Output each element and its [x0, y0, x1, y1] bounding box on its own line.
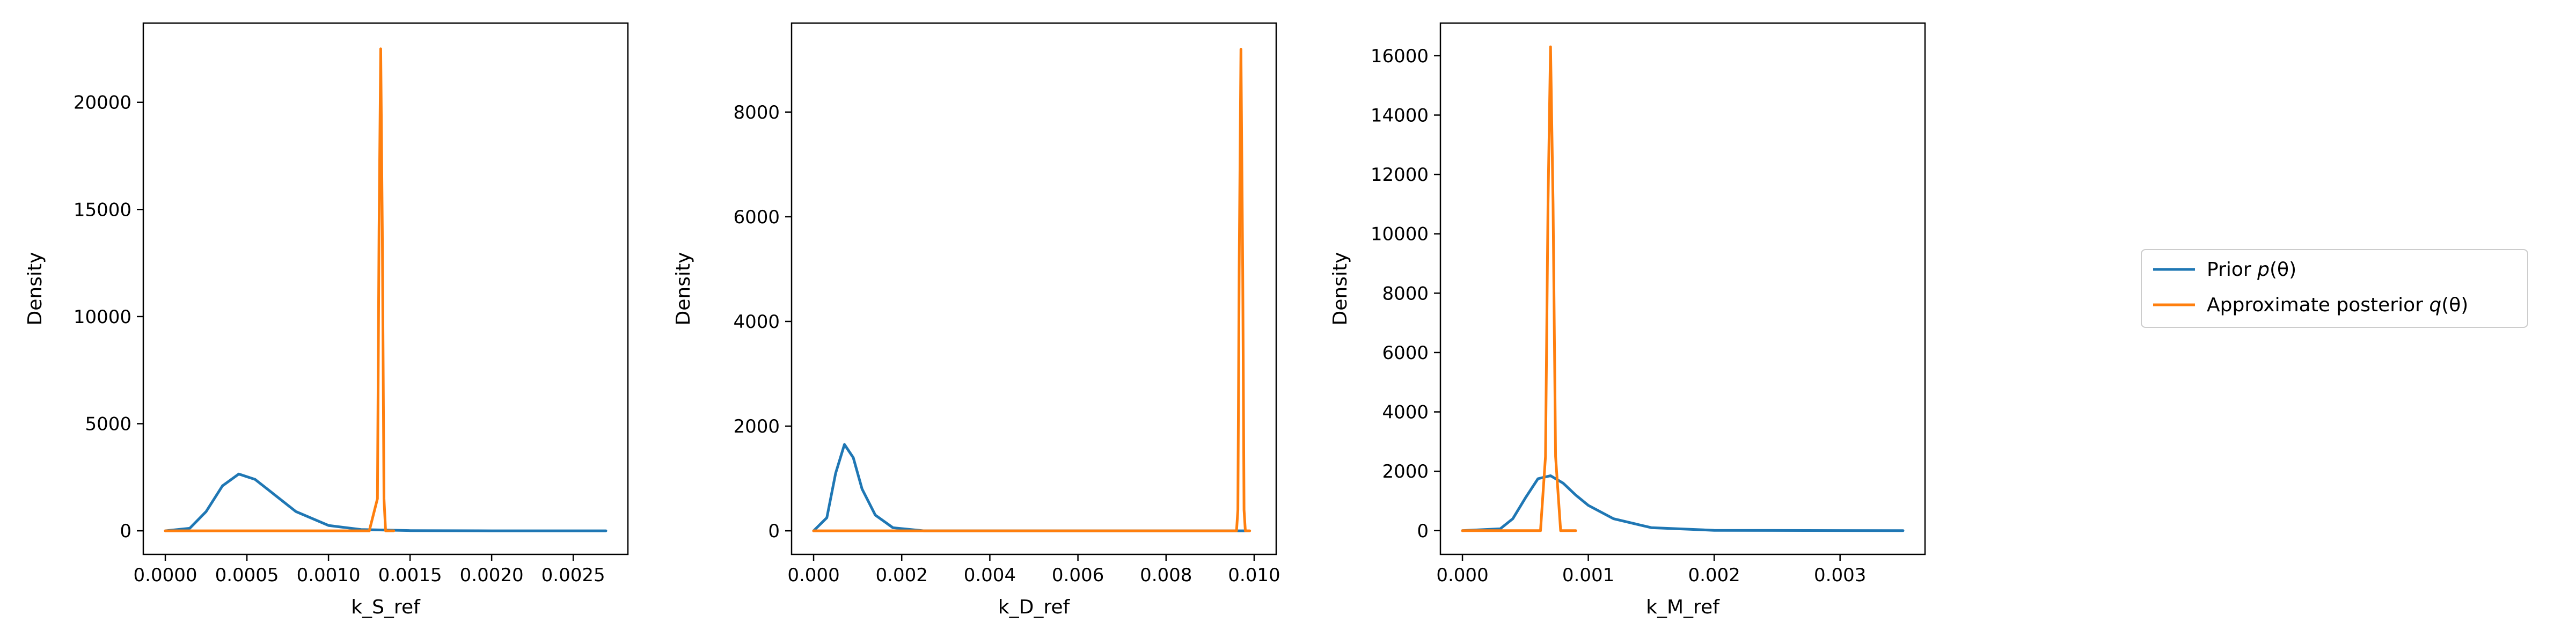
y-tick-label: 5000 [85, 413, 131, 435]
y-tick-label: 0 [1417, 521, 1429, 542]
x-axis-label: k_D_ref [998, 596, 1071, 618]
x-tick-label: 0.000 [1436, 565, 1488, 586]
x-tick-label: 0.0010 [297, 565, 361, 586]
series-line-prior [1461, 474, 1905, 532]
x-axis-label: k_S_ref [351, 596, 421, 618]
x-tick-label: 0.0000 [134, 565, 197, 586]
axes-frame [142, 22, 629, 555]
axes-frame [1439, 22, 1926, 555]
series-line-posterior [812, 48, 1252, 532]
y-axis-label: Density [672, 252, 694, 326]
subplot-k-s-ref: 0.0000 0.0005 0.0010 0.0015 0.0020 0.0025 0 500… [24, 22, 629, 618]
y-tick-label: 0 [120, 521, 131, 542]
y-tick-label: 20000 [74, 92, 131, 114]
y-tick-label: 0 [768, 521, 780, 542]
x-tick-label: 0.0005 [215, 565, 279, 586]
y-tick-label: 10000 [74, 306, 131, 328]
x-tick-label: 0.000 [787, 565, 839, 586]
legend-label-posterior: Approximate posterior q(θ) [2207, 294, 2468, 316]
x-tick-label: 0.002 [1688, 565, 1740, 586]
subplot-k-m-ref: 0.000 0.001 0.002 0.003 0 2000 4000 6000 8000 100… [1329, 22, 1926, 618]
y-axis-label: Density [1329, 252, 1351, 326]
y-tick-label: 4000 [733, 311, 780, 333]
x-tick-label: 0.006 [1052, 565, 1104, 586]
x-tick-label: 0.0015 [378, 565, 442, 586]
x-tick-label: 0.004 [964, 565, 1016, 586]
y-tick-label: 2000 [733, 416, 780, 437]
y-tick-label: 10000 [1371, 224, 1429, 245]
series-line-prior [812, 443, 1247, 532]
y-tick-label: 6000 [1382, 342, 1429, 364]
y-tick-label: 8000 [733, 102, 780, 123]
y-tick-label: 4000 [1382, 402, 1429, 423]
series-line-posterior [1461, 45, 1577, 532]
x-tick-label: 0.001 [1562, 565, 1614, 586]
x-tick-label: 0.008 [1140, 565, 1192, 586]
y-tick-label: 14000 [1371, 105, 1429, 126]
legend-frame [2141, 249, 2528, 328]
series-line-posterior [164, 47, 396, 532]
y-tick-label: 8000 [1382, 283, 1429, 304]
x-tick-label: 0.002 [876, 565, 928, 586]
y-tick-label: 15000 [74, 199, 131, 221]
y-tick-label: 12000 [1371, 164, 1429, 186]
y-axis-label: Density [24, 252, 46, 326]
x-axis-label: k_M_ref [1646, 596, 1720, 618]
axes-frame [791, 22, 1277, 555]
subplot-k-d-ref: 0.000 0.002 0.004 0.006 0.008 0.010 0 2000 4000 6… [672, 22, 1280, 618]
y-tick-label: 16000 [1371, 46, 1429, 67]
legend: Prior p(θ) Approximate posterior q(θ) [2141, 249, 2528, 328]
x-tick-label: 0.0025 [541, 565, 605, 586]
y-tick-label: 2000 [1382, 461, 1429, 482]
series-line-prior [164, 472, 608, 532]
x-tick-label: 0.003 [1814, 565, 1866, 586]
y-tick-label: 6000 [733, 207, 780, 228]
x-tick-label: 0.0020 [460, 565, 524, 586]
legend-label-prior: Prior p(θ) [2207, 259, 2296, 281]
x-tick-label: 0.010 [1228, 565, 1280, 586]
